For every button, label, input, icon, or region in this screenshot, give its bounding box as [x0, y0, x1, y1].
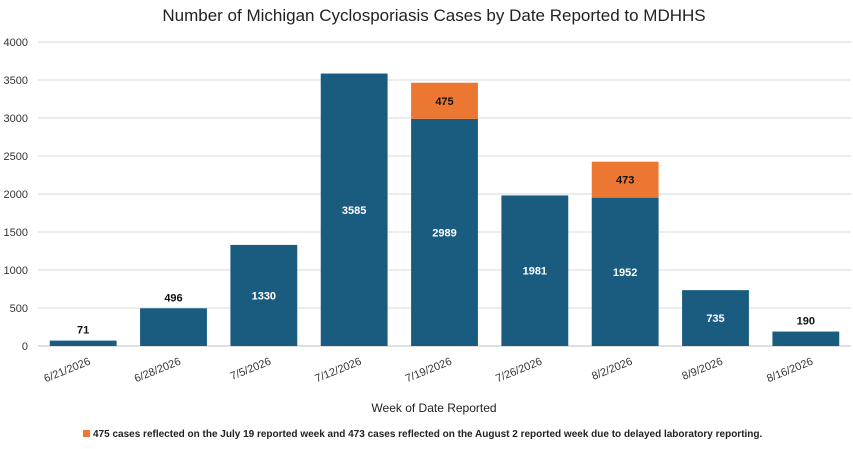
data-label: 735	[706, 313, 724, 325]
legend-swatch	[83, 430, 90, 437]
legend: 475 cases reflected on the July 19 repor…	[83, 429, 763, 440]
x-tick-label: 7/26/2026	[494, 356, 544, 385]
legend-text: 475 cases reflected on the July 19 repor…	[93, 429, 763, 440]
x-tick-label: 6/21/2026	[42, 356, 92, 385]
data-label: 473	[616, 175, 634, 187]
data-label: 496	[164, 292, 182, 304]
chart-title: Number of Michigan Cyclosporiasis Cases …	[162, 6, 705, 25]
data-label: 1981	[523, 266, 547, 278]
bar	[230, 244, 298, 346]
bar	[591, 197, 659, 346]
y-tick-label: 1000	[4, 265, 28, 277]
bar	[140, 308, 207, 346]
data-label: 3585	[342, 205, 366, 217]
bar	[682, 290, 749, 346]
bar	[501, 195, 569, 346]
y-tick-label: 1500	[4, 227, 28, 239]
x-tick-label: 7/12/2026	[313, 356, 363, 385]
y-tick-label: 2000	[4, 189, 28, 201]
bar-delayed	[411, 82, 478, 119]
x-tick-label: 6/28/2026	[133, 356, 183, 385]
data-label: 1330	[252, 290, 276, 302]
y-tick-label: 4000	[4, 37, 28, 49]
x-tick-label: 8/2/2026	[590, 356, 634, 383]
bar	[772, 331, 840, 346]
data-label: 71	[77, 325, 89, 337]
y-axis-ticks: 0 500 1000 1500 2000 2500 3000 3500 4000	[4, 37, 28, 353]
bar-delayed	[591, 161, 659, 198]
y-tick-label: 3000	[4, 113, 28, 125]
data-label: 190	[797, 316, 815, 328]
bars: 71 496 1330 3585 2989 475 1981 1952 473 735 190	[49, 73, 840, 346]
y-tick-label: 500	[10, 303, 28, 315]
bar	[49, 340, 117, 346]
bar	[411, 118, 478, 346]
x-tick-label: 7/5/2026	[229, 356, 273, 383]
data-label: 2989	[432, 227, 456, 239]
y-tick-label: 2500	[4, 151, 28, 163]
x-tick-label: 8/16/2026	[765, 356, 815, 385]
data-label: 1952	[613, 267, 637, 279]
x-tick-label: 8/9/2026	[680, 356, 724, 383]
x-tick-label: 7/19/2026	[404, 356, 454, 385]
y-tick-label: 3500	[4, 75, 28, 87]
data-label: 475	[435, 96, 453, 108]
bar	[320, 73, 388, 346]
y-tick-label: 0	[22, 341, 28, 353]
x-axis-ticks: 6/21/2026 6/28/2026 7/5/2026 7/12/2026 7/19/…	[42, 356, 815, 385]
x-axis-label: Week of Date Reported	[371, 401, 496, 415]
